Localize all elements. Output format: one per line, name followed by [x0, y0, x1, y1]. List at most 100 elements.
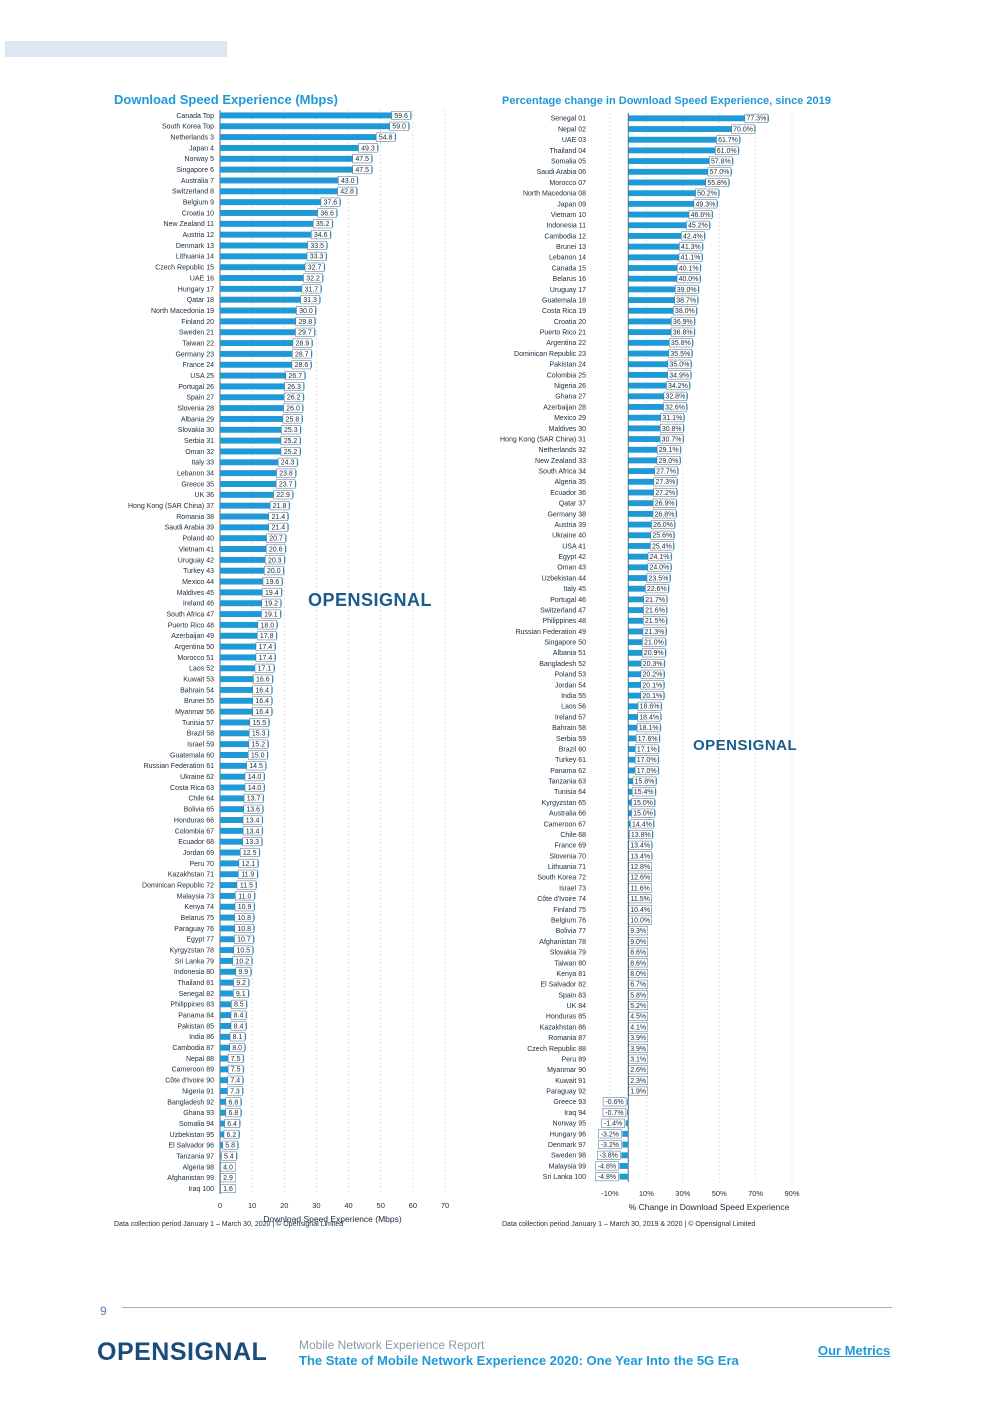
data-label: 27.7%	[656, 469, 676, 476]
data-label: 24.1%	[650, 554, 670, 561]
our-metrics-link[interactable]: Our Metrics	[818, 1343, 891, 1358]
category-label: Czech Republic 88	[527, 1046, 586, 1053]
bar	[220, 513, 289, 520]
data-label-box	[255, 652, 276, 662]
data-label: 24.0%	[649, 565, 669, 572]
data-label: 8.4	[234, 1023, 244, 1030]
category-label: Guatemala 18	[542, 297, 586, 304]
data-label-box	[642, 637, 666, 647]
data-label: 8.0%	[630, 971, 646, 978]
data-label-box	[676, 263, 701, 273]
category-label: USA 25	[190, 373, 214, 380]
category-label: Dominican Republic 23	[514, 351, 586, 358]
data-label-box	[265, 544, 286, 554]
data-label-box	[256, 631, 277, 641]
category-label: India 86	[189, 1034, 214, 1041]
data-label: 10.4%	[630, 907, 650, 914]
bar	[628, 168, 732, 175]
data-label-box	[628, 1033, 648, 1043]
data-label-box	[637, 712, 661, 722]
data-label-box	[636, 723, 661, 733]
data-label: 7.5	[231, 1056, 241, 1063]
bar	[628, 222, 711, 229]
category-label: Tanzania 63	[548, 779, 586, 786]
bar	[628, 382, 691, 389]
data-label-box	[651, 520, 675, 530]
data-label-box	[261, 598, 281, 608]
data-label-box	[640, 659, 665, 668]
data-label-box	[303, 273, 323, 283]
data-label: 8.6%	[630, 950, 646, 957]
category-label: Ghana 93	[183, 1110, 214, 1117]
data-label-box	[663, 391, 688, 401]
category-label: Finland 75	[553, 907, 586, 914]
category-label: Australia 66	[549, 811, 586, 818]
bar	[220, 350, 313, 357]
category-label: Panama 84	[178, 1013, 214, 1020]
data-label-box	[628, 979, 648, 989]
data-label-box	[269, 501, 290, 511]
data-label-box	[244, 783, 265, 792]
data-label: 20.2%	[643, 672, 663, 679]
bar	[628, 510, 677, 517]
data-label: 18.1%	[639, 725, 659, 732]
data-label: 50.2%	[697, 191, 717, 198]
category-label: Nepal 88	[186, 1056, 214, 1063]
data-label-box	[320, 197, 341, 207]
category-label: Costa Rica 63	[170, 785, 214, 792]
category-label: Norway 5	[184, 156, 214, 163]
bar	[628, 361, 692, 368]
category-label: Oman 32	[185, 449, 214, 456]
data-label-box	[306, 251, 327, 261]
category-label: Paraguay 92	[546, 1089, 586, 1096]
data-label-box	[310, 230, 331, 240]
bar	[220, 144, 379, 151]
data-label-box	[688, 210, 713, 220]
bar	[220, 697, 273, 704]
data-label-box	[243, 793, 264, 803]
bar	[220, 708, 273, 715]
data-label-box	[731, 124, 755, 134]
x-tick-label: 70%	[748, 1189, 763, 1198]
bar	[220, 784, 265, 791]
data-label-box	[628, 872, 652, 882]
data-label-box	[629, 830, 653, 840]
data-label-box	[247, 750, 268, 760]
data-label: -3.2%	[601, 1131, 619, 1138]
category-label: Kuwait 91	[555, 1078, 586, 1085]
category-label: South Korea 72	[537, 875, 586, 882]
data-label-box	[262, 577, 283, 586]
data-label: 70.0%	[733, 126, 753, 133]
category-label: Malaysia 73	[177, 893, 214, 900]
data-label: 14.4%	[632, 821, 652, 828]
data-label: 4.1%	[630, 1024, 646, 1031]
data-label-box	[244, 772, 265, 782]
data-label: 21.5%	[645, 618, 665, 625]
bar	[220, 773, 265, 780]
data-label-box	[280, 436, 301, 446]
data-label-box	[631, 787, 656, 797]
bar	[628, 457, 681, 464]
category-label: Finland 20	[181, 319, 214, 326]
category-label: India 55	[561, 693, 586, 700]
data-label: 61.0%	[717, 148, 737, 155]
footer-divider	[122, 1307, 892, 1308]
data-label-box	[643, 616, 667, 626]
category-label: Iraq 94	[564, 1110, 586, 1117]
page-number: 9	[100, 1304, 107, 1318]
data-label-box	[628, 1054, 648, 1064]
category-label: Canada 15	[552, 265, 586, 272]
data-label: 28.6	[295, 362, 309, 369]
data-label-box	[358, 143, 378, 153]
data-label: 13.4	[246, 817, 260, 824]
data-label: 33.3	[310, 254, 324, 261]
bar	[220, 676, 274, 683]
category-label: Cambodia 12	[544, 233, 586, 240]
bar	[628, 393, 688, 400]
data-label-box	[261, 609, 281, 619]
bar	[220, 394, 305, 401]
data-label-box	[234, 902, 255, 912]
data-label-box	[266, 533, 286, 543]
data-label: 41.1%	[681, 255, 701, 262]
bar	[628, 158, 734, 165]
